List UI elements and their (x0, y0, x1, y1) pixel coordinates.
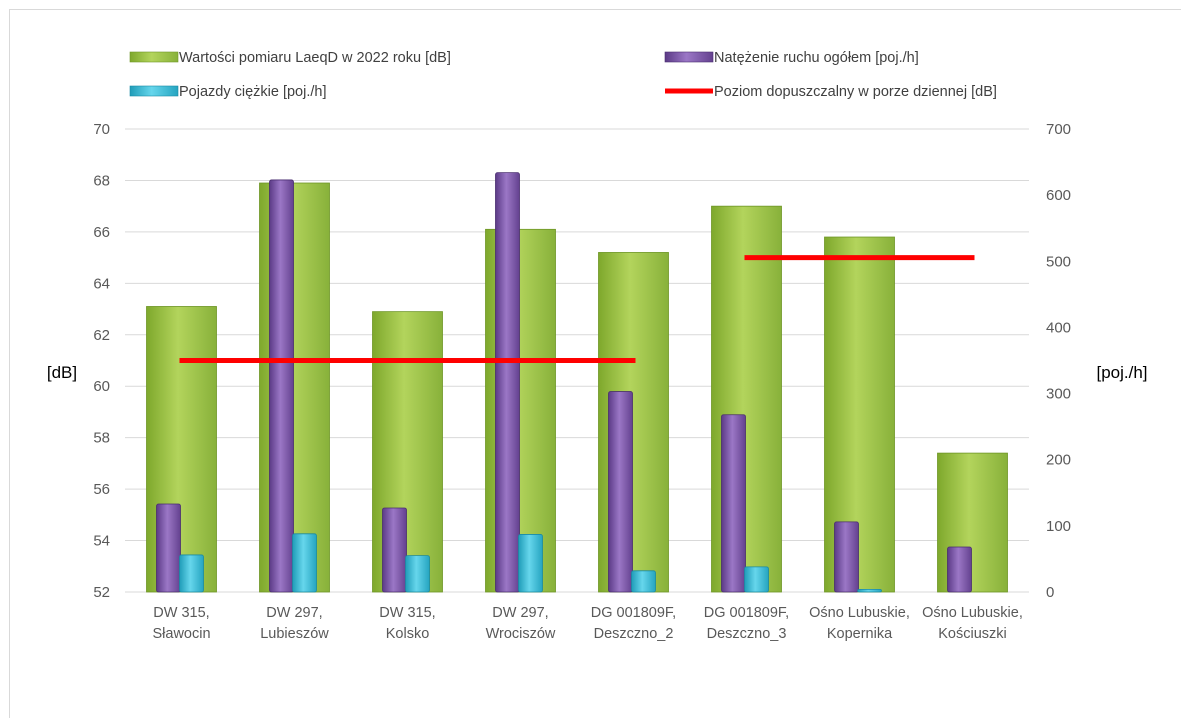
bar-traffic-total (834, 521, 859, 593)
legend-label: Poziom dopuszczalny w porze dziennej [dB… (714, 84, 997, 100)
y-right-tick-label: 300 (1046, 386, 1071, 403)
bar-heavy-vehicles (405, 555, 430, 593)
y-left-tick-label: 56 (93, 481, 110, 498)
y-right-axis-title: [poj./h] (1096, 363, 1147, 382)
x-category-label: DW 297, (266, 605, 322, 621)
bar-heavy-vehicles (292, 533, 317, 593)
legend-label: Natężenie ruchu ogółem [poj./h] (714, 50, 919, 66)
y-right-tick-label: 600 (1046, 187, 1071, 204)
x-category-label: Kolsko (386, 626, 430, 642)
bar-traffic-total (495, 172, 520, 593)
x-category-label: Deszczno_2 (594, 626, 674, 642)
bar-traffic-total (382, 507, 407, 593)
x-category-label: Ośno Lubuskie, (809, 605, 910, 621)
y-right-tick-label: 400 (1046, 319, 1071, 336)
bar-heavy-vehicles (857, 588, 882, 593)
bar-traffic-total (269, 179, 294, 593)
x-category-label: DG 001809F, (591, 605, 676, 621)
x-category-label: Ośno Lubuskie, (922, 605, 1023, 621)
y-left-tick-label: 68 (93, 172, 110, 189)
x-category-label: Kopernika (827, 626, 893, 642)
x-category-label: DG 001809F, (704, 605, 789, 621)
bar-heavy-vehicles (179, 554, 204, 593)
y-left-tick-label: 62 (93, 327, 110, 344)
x-category-label: DW 297, (492, 605, 548, 621)
bar-traffic-total (156, 503, 181, 593)
legend-swatch (129, 85, 179, 97)
x-category-label: Lubieszów (260, 626, 329, 642)
y-right-tick-label: 500 (1046, 253, 1071, 270)
legend-swatch (664, 51, 714, 63)
legend-swatch (129, 51, 179, 63)
y-left-tick-label: 52 (93, 584, 110, 601)
x-category-label: Deszczno_3 (707, 626, 787, 642)
x-category-label: DW 315, (379, 605, 435, 621)
bar-heavy-vehicles (631, 570, 656, 593)
y-left-tick-label: 58 (93, 430, 110, 447)
y-right-tick-label: 200 (1046, 452, 1071, 469)
y-left-tick-label: 54 (93, 533, 110, 550)
y-left-tick-label: 60 (93, 378, 110, 395)
bar-traffic-total (608, 391, 633, 593)
x-category-label: Sławocin (152, 626, 210, 642)
bar-traffic-total (721, 414, 746, 593)
bar-heavy-vehicles (518, 534, 543, 593)
x-category-label: Kościuszki (938, 626, 1007, 642)
y-left-axis-title: [dB] (47, 363, 77, 382)
bar-heavy-vehicles (744, 566, 769, 593)
x-category-label: Wrociszów (486, 626, 556, 642)
legend-label: Wartości pomiaru LaeqD w 2022 roku [dB] (179, 50, 451, 66)
y-right-tick-label: 100 (1046, 518, 1071, 535)
x-category-label: DW 315, (153, 605, 209, 621)
y-left-tick-label: 70 (93, 121, 110, 138)
y-left-tick-label: 66 (93, 224, 110, 241)
bar-traffic-total (947, 546, 972, 593)
y-right-tick-label: 700 (1046, 121, 1071, 138)
y-left-tick-label: 64 (93, 275, 110, 292)
legend-label: Pojazdy ciężkie [poj./h] (179, 84, 327, 100)
chart-frame (9, 9, 1181, 718)
y-right-tick-label: 0 (1046, 584, 1054, 601)
